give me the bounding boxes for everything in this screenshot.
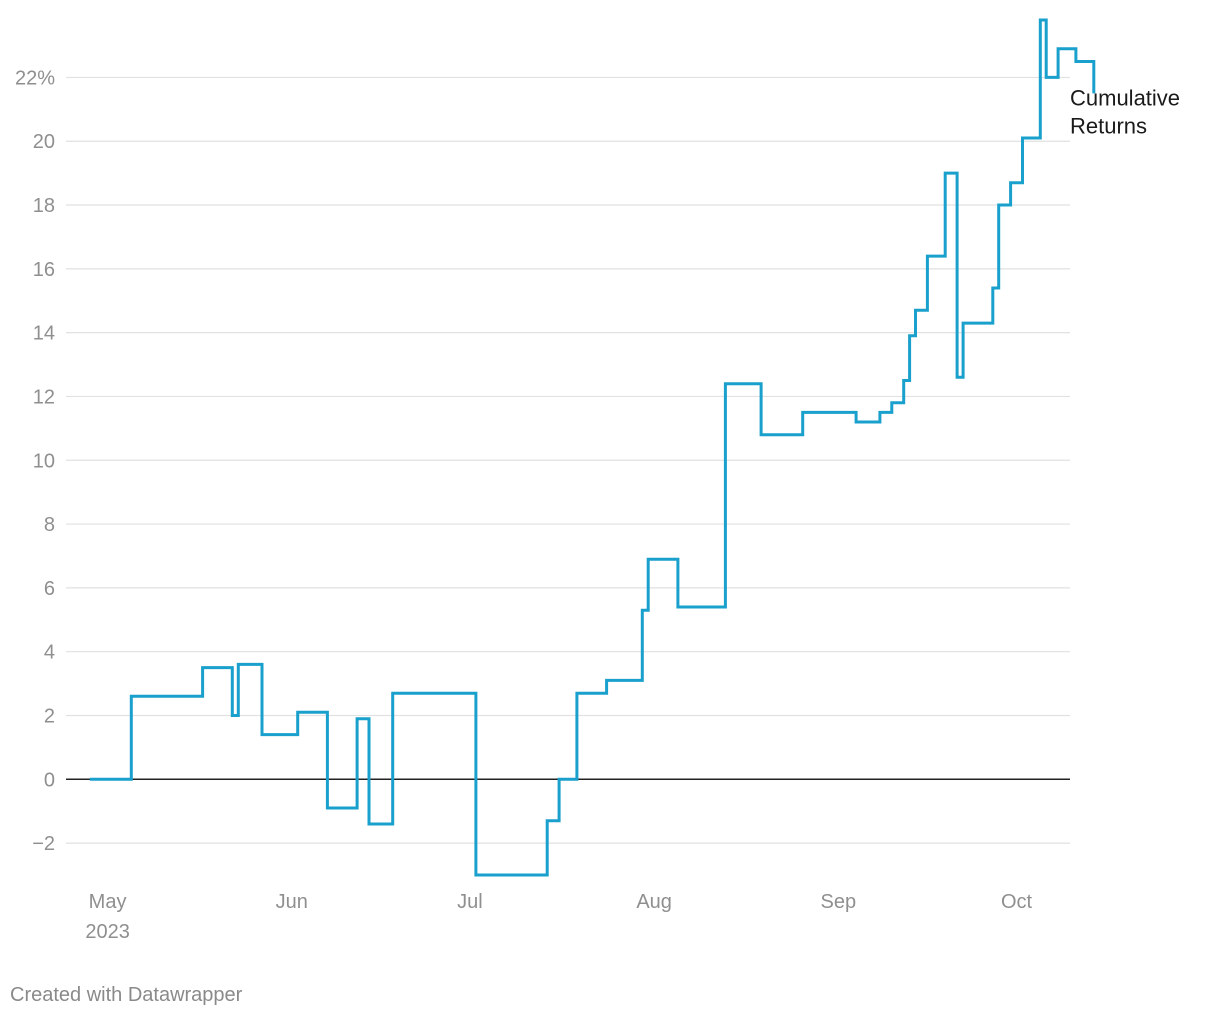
series-line (89, 18, 1096, 877)
chart-area: −2 0 2 4 6 8 10 12 14 16 18 20 22% May 2023 Jun Jul Aug S… (15, 18, 1180, 943)
y-tick-label: 10 (33, 450, 55, 472)
series-end-label: Cumulative (1070, 85, 1180, 110)
y-tick-label: 20 (33, 131, 55, 153)
x-tick-year-label: 2023 (85, 921, 130, 943)
y-tick-label: 6 (44, 578, 55, 600)
y-tick-label: 16 (33, 259, 55, 281)
cumulative-returns-chart: −2 0 2 4 6 8 10 12 14 16 18 20 22% May 2023 Jun Jul Aug S… (15, 18, 1180, 943)
y-tick-label: 0 (44, 769, 55, 791)
y-tick-label: 12 (33, 386, 55, 408)
x-tick-label: Aug (636, 891, 672, 913)
y-axis-ticks: −2 0 2 4 6 8 10 12 14 16 18 20 22% (15, 67, 55, 855)
x-axis-ticks: May 2023 Jun Jul Aug Sep Oct (85, 891, 1032, 943)
y-tick-label: 22% (15, 67, 55, 89)
gridlines (66, 76, 1070, 844)
x-tick-label: Sep (821, 891, 857, 913)
y-tick-label: 4 (44, 642, 55, 664)
y-tick-label: 8 (44, 514, 55, 536)
y-tick-label: 14 (33, 323, 55, 345)
x-tick-label: Jun (276, 891, 308, 913)
y-tick-label: −2 (32, 833, 55, 855)
footer-credit: Created with Datawrapper (10, 984, 243, 1006)
x-tick-label: Oct (1001, 891, 1033, 913)
x-tick-label: May (89, 891, 127, 913)
y-tick-label: 2 (44, 705, 55, 727)
y-tick-label: 18 (33, 195, 55, 217)
series-end-label: Returns (1070, 113, 1147, 138)
x-tick-label: Jul (457, 891, 483, 913)
series-label-layer: Cumulative Returns (1070, 85, 1180, 138)
series-layer (89, 18, 1096, 877)
